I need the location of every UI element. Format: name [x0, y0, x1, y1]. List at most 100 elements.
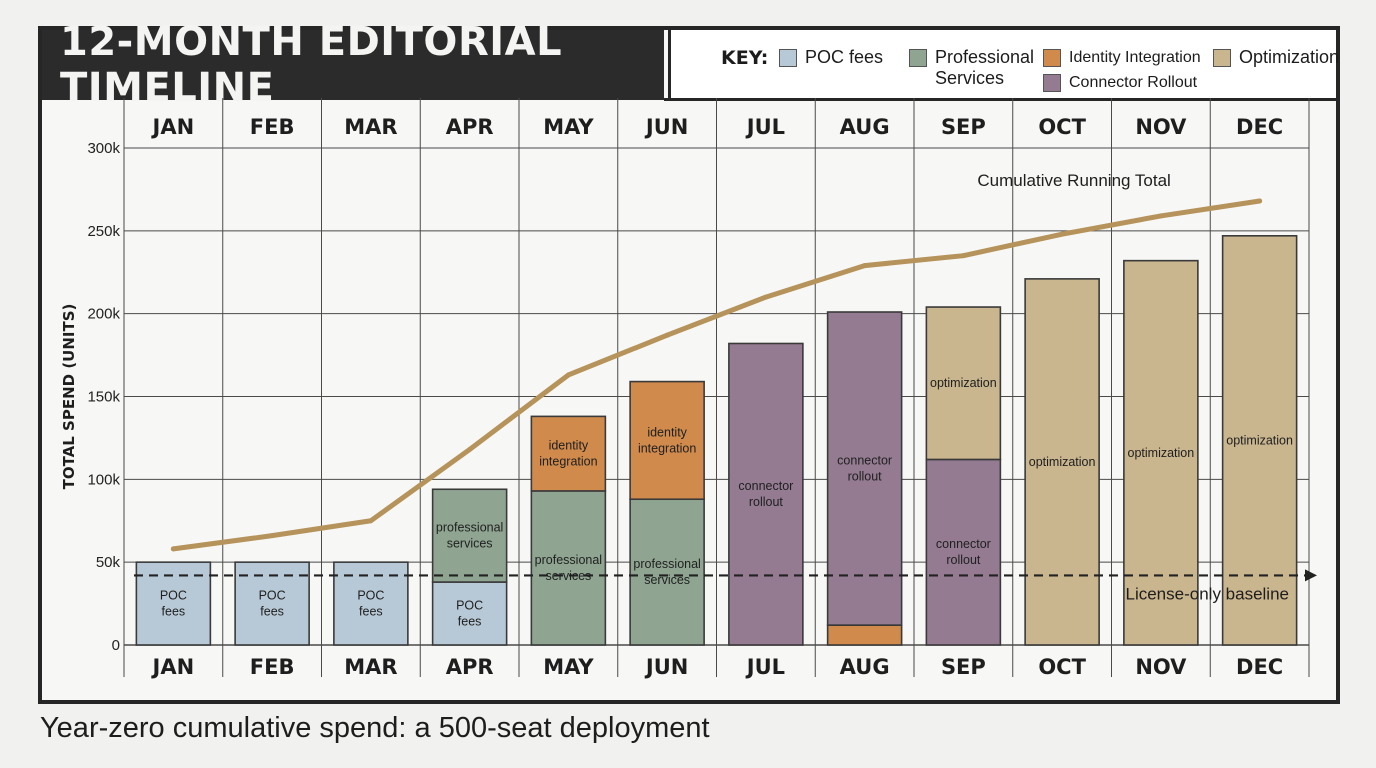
x-tick-label: NOV [1135, 655, 1187, 679]
x-tick-label: JUL [745, 655, 785, 679]
bar-segment-label: optimization [1226, 433, 1293, 447]
x-tick-label: OCT [1038, 655, 1086, 679]
baseline-label: License-only baseline [1126, 584, 1290, 603]
cumulative-point [763, 294, 769, 300]
legend-item-optimization: Optimization [1213, 47, 1339, 68]
cumulative-point [565, 372, 571, 378]
y-tick-label: 100k [87, 471, 120, 488]
legend-swatch-optimization [1213, 49, 1231, 67]
x-tick-label: SEP [941, 655, 986, 679]
legend-label-professional-services: Professional Services [935, 47, 1035, 88]
legend-label-optimization: Optimization [1239, 47, 1340, 67]
cumulative-point [368, 518, 374, 524]
x-tick-label-top: OCT [1038, 115, 1086, 139]
bar-segment-label: POC fees [259, 589, 286, 619]
x-tick-label-top: MAR [344, 115, 397, 139]
header-divider [664, 98, 1336, 101]
x-tick-label: DEC [1236, 655, 1283, 679]
x-tick-label-top: SEP [941, 115, 986, 139]
bar-segment-label: POC fees [456, 599, 483, 629]
x-tick-label: MAR [344, 655, 397, 679]
x-tick-label-top: JAN [151, 115, 195, 139]
x-tick-label-top: JUN [644, 115, 688, 139]
x-tick-label: FEB [250, 655, 295, 679]
x-tick-label: MAY [543, 655, 594, 679]
bar-segment-label: identity integration [539, 439, 597, 469]
y-tick-label: 150k [87, 389, 120, 406]
y-tick-label: 200k [87, 306, 120, 323]
legend-item-connector-rollout: Connector Rollout [1043, 72, 1197, 93]
bar-segment-label: connector rollout [936, 537, 991, 567]
bar-optimization-oct [1024, 278, 1100, 646]
cumulative-line-label: Cumulative Running Total [977, 171, 1170, 190]
bar-segment-label: optimization [1128, 446, 1195, 460]
x-tick-label: APR [446, 655, 494, 679]
cumulative-point [269, 533, 275, 539]
legend-label-connector-rollout: Connector Rollout [1069, 74, 1198, 91]
bar-optimization-sep [925, 306, 1002, 461]
bar-segment-label: connector rollout [738, 479, 793, 509]
cumulative-point [862, 263, 868, 269]
cumulative-point [664, 332, 670, 338]
legend-item-poc-fees: POC fees [779, 47, 883, 68]
legend-label-poc-fees: POC fees [805, 47, 884, 67]
x-tick-label-top: AUG [840, 115, 890, 139]
bar-professional-services-may [530, 490, 607, 646]
cumulative-point [1059, 231, 1065, 237]
bar-segment-label: connector rollout [837, 454, 892, 484]
bar-optimization-dec [1221, 235, 1298, 646]
x-tick-label-top: MAY [543, 115, 594, 139]
bar-poc-fees-apr [431, 581, 508, 646]
cumulative-point [467, 447, 473, 453]
bar-connector-rollout-sep [925, 458, 1002, 646]
x-tick-label: JUN [644, 655, 688, 679]
x-tick-label: JAN [151, 655, 195, 679]
axis-labels: 0 50k 100k 150k 200k 250k 300k TOTAL SPEND (UNI… [60, 115, 1293, 679]
legend-item-professional-services: Professional Services [909, 47, 1049, 89]
bar-segment-label: optimization [1029, 455, 1096, 469]
legend-label-identity-integration: Identity Integration [1069, 49, 1201, 66]
bar-segment-label: POC fees [357, 589, 384, 619]
cumulative-point [170, 546, 176, 552]
bar-professional-services-jun [629, 498, 705, 646]
legend-item-identity-integration: Identity Integration [1043, 47, 1201, 68]
bar-identity-integration-jun [629, 380, 705, 501]
bar-segment-label: optimization [930, 376, 997, 390]
legend: KEY: POC fees Professional Services Iden… [668, 30, 1339, 98]
bar-optimization-nov [1123, 259, 1199, 646]
y-axis-label: TOTAL SPEND (UNITS) [60, 304, 78, 490]
legend-swatch-professional-services [909, 49, 927, 67]
x-tick-label-top: JUL [745, 115, 785, 139]
chart-caption: Year-zero cumulative spend: a 500-seat d… [40, 712, 710, 744]
legend-swatch-identity-integration [1043, 49, 1061, 67]
grid [123, 98, 1310, 677]
chart-plot: 0 50k 100k 150k 200k 250k 300k TOTAL SPEND (UNI… [60, 98, 1317, 679]
cumulative-point [960, 253, 966, 259]
legend-swatch-connector-rollout [1043, 74, 1061, 92]
bar-segment-label: professional services [436, 521, 503, 551]
bar-identity-integration-may [530, 415, 607, 492]
bar-connector-rollout-jul [728, 342, 804, 646]
y-tick-label: 0 [112, 637, 120, 654]
x-tick-label-top: DEC [1236, 115, 1283, 139]
x-tick-label: AUG [840, 655, 890, 679]
y-tick-label: 300k [87, 140, 120, 157]
series-lines [134, 198, 1317, 582]
bar-professional-services-apr [431, 488, 508, 583]
y-tick-label: 50k [96, 554, 121, 571]
cumulative-point [1158, 213, 1164, 219]
x-tick-label-top: NOV [1135, 115, 1187, 139]
cumulative-point [1257, 198, 1263, 204]
x-tick-label-top: APR [446, 115, 494, 139]
baseline-arrow-icon [1305, 569, 1317, 582]
bar-identity-integration-aug [826, 624, 903, 646]
legend-swatch-poc-fees [779, 49, 797, 67]
bar-segment-label: identity integration [638, 425, 696, 455]
x-tick-label-top: FEB [250, 115, 295, 139]
cumulative-running-total-line [170, 198, 1263, 552]
bar-segment-label: professional services [633, 557, 700, 587]
bar-segment-label: POC fees [160, 589, 187, 619]
y-tick-label: 250k [87, 223, 120, 240]
bar-segment-label: professional services [535, 553, 602, 583]
legend-key-label: KEY: [721, 47, 769, 69]
